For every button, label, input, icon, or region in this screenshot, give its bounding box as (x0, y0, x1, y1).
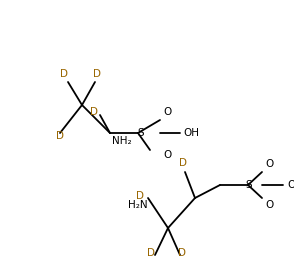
Text: D: D (90, 107, 98, 117)
Text: S: S (246, 180, 252, 190)
Text: D: D (147, 248, 155, 258)
Text: S: S (138, 128, 144, 138)
Text: H₂N: H₂N (128, 200, 148, 210)
Text: O: O (163, 150, 171, 160)
Text: D: D (60, 69, 68, 79)
Text: D: D (56, 131, 64, 141)
Text: OH: OH (183, 128, 199, 138)
Text: O: O (163, 107, 171, 117)
Text: O: O (265, 200, 273, 210)
Text: NH₂: NH₂ (112, 136, 132, 146)
Text: D: D (178, 248, 186, 258)
Text: D: D (136, 191, 144, 201)
Text: OH: OH (287, 180, 294, 190)
Text: D: D (93, 69, 101, 79)
Text: D: D (179, 158, 187, 168)
Text: O: O (265, 159, 273, 169)
